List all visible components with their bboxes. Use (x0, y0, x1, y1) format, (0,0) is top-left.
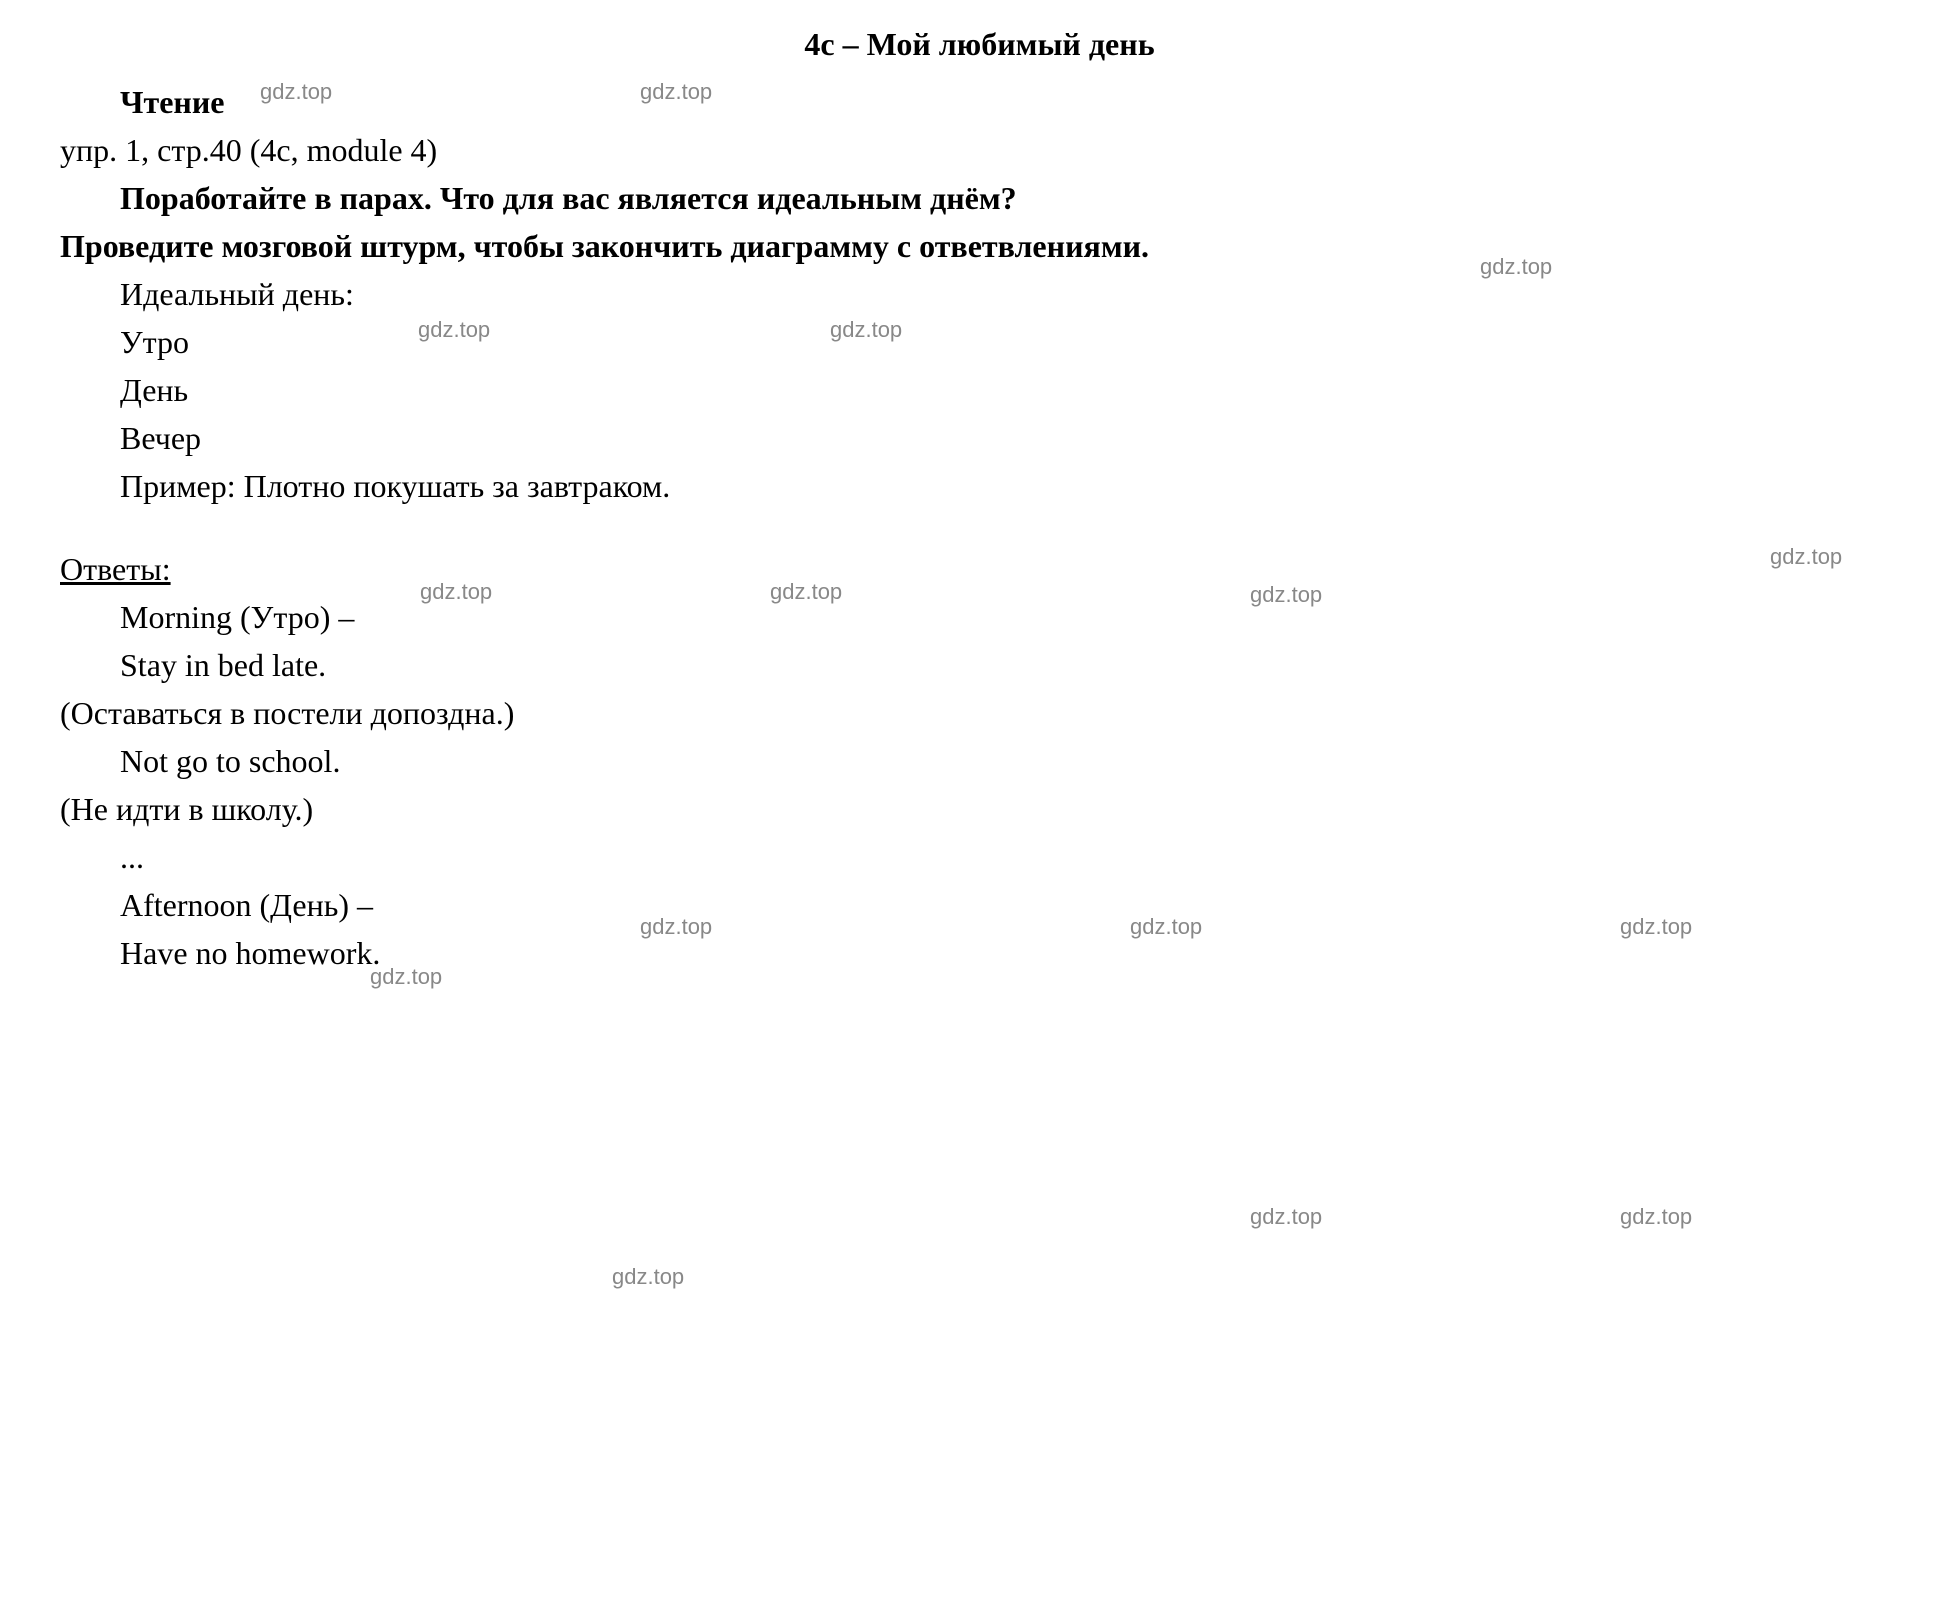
instruction-paragraph-line2: Проведите мозговой штурм, чтобы закончит… (60, 222, 1899, 270)
day-label-ru: День (60, 366, 1899, 414)
answer-afternoon-item-1: Have no homework. (60, 929, 1899, 977)
section-label-reading: Чтение (60, 78, 1899, 126)
ideal-day-label: Идеальный день: (60, 270, 1899, 318)
answer-morning-item-2: Not go to school. (60, 737, 1899, 785)
answer-morning-item-1: Stay in bed late. (60, 641, 1899, 689)
answer-morning-item-1-translation: (Оставаться в постели допоздна.) (60, 689, 1899, 737)
watermark-text: gdz.top (1620, 1200, 1692, 1233)
morning-label-ru: Утро (60, 318, 1899, 366)
answers-heading: Ответы: (60, 545, 1899, 593)
answer-morning-header: Morning (Утро) – (60, 593, 1899, 641)
example-line: Пример: Плотно покушать за завтраком. (60, 462, 1899, 510)
exercise-reference: упр. 1, стр.40 (4c, module 4) (60, 126, 1899, 174)
instruction-paragraph-line1: Поработайте в парах. Что для вас являетс… (60, 174, 1899, 222)
ellipsis-line: ... (60, 833, 1899, 881)
evening-label-ru: Вечер (60, 414, 1899, 462)
answer-afternoon-header: Afternoon (День) – (60, 881, 1899, 929)
page-title: 4c – Мой любимый день (60, 20, 1899, 68)
watermark-text: gdz.top (1250, 1200, 1322, 1233)
answer-morning-item-2-translation: (Не идти в школу.) (60, 785, 1899, 833)
watermark-text: gdz.top (612, 1260, 684, 1293)
